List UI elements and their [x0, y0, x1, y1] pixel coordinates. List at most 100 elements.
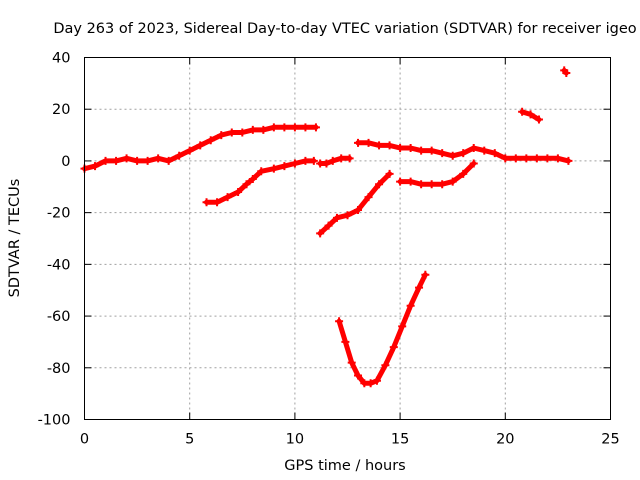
series-track-1	[80, 123, 320, 173]
series-track-7	[396, 159, 478, 189]
data-point	[227, 128, 236, 137]
data-point	[372, 376, 381, 385]
series-track-2	[202, 156, 318, 207]
data-point	[406, 144, 415, 152]
data-point	[381, 361, 390, 370]
data-point	[301, 156, 310, 165]
gridlines	[84, 57, 611, 420]
y-tick-label: -60	[47, 309, 71, 325]
data-point	[354, 206, 363, 215]
y-tick-label: 40	[52, 51, 70, 67]
data-point	[415, 283, 424, 292]
x-tick-label: 15	[391, 432, 409, 448]
data-point	[133, 156, 142, 165]
data-point	[518, 107, 527, 116]
data-point	[91, 162, 100, 171]
series-track-3	[316, 154, 354, 168]
data-point	[202, 198, 211, 207]
data-point	[459, 169, 468, 178]
data-point	[175, 151, 184, 160]
data-point	[532, 154, 541, 163]
data-point	[316, 229, 325, 238]
data-point	[427, 180, 436, 189]
data-point	[421, 270, 430, 279]
series-track-6	[354, 138, 573, 165]
data-point	[354, 371, 363, 380]
data-point	[511, 154, 520, 163]
data-point	[223, 193, 232, 202]
y-tick-label: 20	[52, 102, 70, 118]
data-point	[366, 379, 375, 388]
data-point	[480, 146, 489, 155]
y-axis-label: SDTVAR / TECUs	[7, 179, 23, 298]
series-track-5	[335, 270, 430, 388]
data-point	[328, 156, 337, 165]
data-point	[280, 123, 289, 132]
data-point	[154, 154, 163, 163]
data-point	[406, 301, 415, 310]
data-point	[427, 146, 436, 155]
data-point	[448, 177, 457, 186]
data-point	[290, 159, 299, 168]
data-point	[364, 193, 373, 202]
data-point	[385, 169, 394, 178]
data-point	[248, 125, 257, 134]
data-point	[375, 141, 384, 150]
data-point	[438, 149, 447, 158]
data-point	[217, 131, 226, 140]
data-point	[238, 128, 247, 137]
data-point	[257, 167, 266, 176]
data-point	[406, 177, 415, 186]
x-tick-label: 25	[601, 432, 619, 448]
data-point	[490, 149, 499, 158]
data-point	[385, 141, 394, 150]
y-tick-label: 0	[61, 154, 70, 170]
data-point	[269, 164, 278, 173]
data-point	[112, 156, 121, 165]
data-point	[335, 317, 344, 326]
data-point	[534, 115, 543, 124]
data-point	[448, 151, 457, 160]
data-point	[259, 125, 268, 134]
data-point	[553, 154, 562, 163]
series-track-8	[518, 107, 543, 124]
plot-frame	[84, 57, 611, 420]
y-tick-label: -20	[47, 206, 71, 222]
data-point	[185, 146, 194, 155]
data-point	[417, 180, 426, 189]
data-point	[543, 154, 552, 163]
series-track-9	[560, 66, 571, 78]
data-point	[242, 180, 251, 189]
data-point	[459, 149, 468, 158]
x-tick-label: 20	[496, 432, 514, 448]
data-point	[122, 154, 131, 163]
data-point	[269, 123, 278, 132]
x-axis-label: GPS time / hours	[284, 458, 405, 474]
data-point	[398, 322, 407, 331]
data-point	[322, 159, 331, 168]
data-point	[347, 358, 356, 367]
y-tick-label: -40	[47, 257, 71, 273]
data-point	[248, 175, 257, 184]
plot-area	[80, 66, 573, 388]
data-point	[501, 154, 510, 163]
data-point	[341, 337, 350, 346]
data-point	[280, 162, 289, 171]
data-point	[143, 156, 152, 165]
x-tick-label: 0	[80, 432, 89, 448]
data-point	[562, 69, 571, 78]
data-point	[301, 123, 310, 132]
data-point	[354, 138, 363, 147]
x-tick-label: 5	[185, 432, 194, 448]
data-point	[345, 154, 354, 163]
data-point	[164, 156, 173, 165]
data-point	[438, 180, 447, 189]
data-point	[337, 154, 346, 163]
x-tick-label: 10	[286, 432, 304, 448]
data-point	[396, 144, 405, 152]
series-line	[317, 171, 393, 236]
data-point	[311, 123, 320, 132]
data-point	[213, 198, 222, 207]
data-point	[196, 141, 205, 150]
